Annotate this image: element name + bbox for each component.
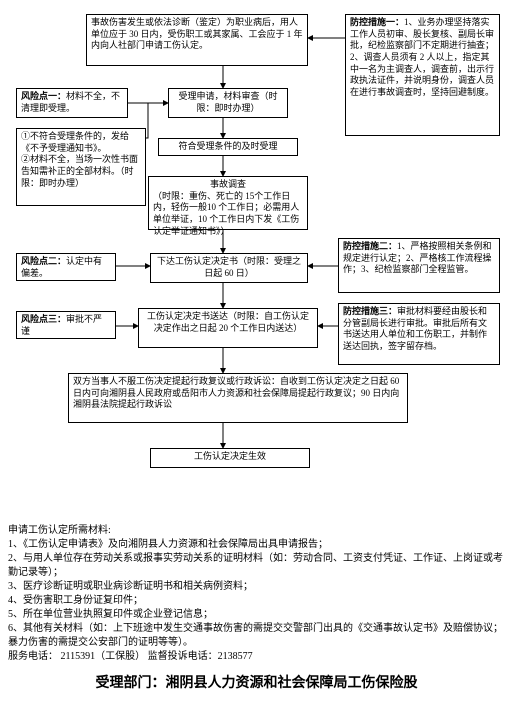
footer-intro: 申请工伤认定所需材料: bbox=[8, 524, 505, 538]
deliver-text: 工伤认定决定书送达（时限：自工伤认定决定作出之日起 20 个工作日内送达） bbox=[147, 311, 309, 333]
node-reject: ①不符合受理条件的，发给《不予受理通知书》。 ②材料不全，当场一次性书面告知需补… bbox=[16, 128, 146, 206]
node-accept: 受理申请，材料审查（时限：即时办理） bbox=[168, 88, 288, 118]
appeal-text: 双方当事人不服工伤决定提起行政复议或行政诉讼：自收到工伤认定决定之日起 60 日… bbox=[73, 376, 399, 409]
node-appeal: 双方当事人不服工伤决定提起行政复议或行政诉讼：自收到工伤认定决定之日起 60 日… bbox=[68, 373, 408, 423]
node-qualified: 符合受理条件的及时受理 bbox=[158, 138, 298, 156]
prevent1-title: 防控措施一： bbox=[350, 17, 404, 27]
risk2-title: 风险点二： bbox=[21, 256, 66, 266]
node-effective: 工伤认定决定生效 bbox=[150, 448, 310, 468]
accept-text: 受理申请，材料审查（时限：即时办理） bbox=[178, 91, 277, 113]
qualified-text: 符合受理条件的及时受理 bbox=[178, 141, 277, 151]
reject-text2: ②材料不全，当场一次性书面告知需补正的全部材料。（时限：即时办理） bbox=[21, 154, 141, 189]
node-decision: 下达工伤认定决定书（时限：受理之日起 60 日） bbox=[150, 253, 308, 283]
node-risk1: 风险点一：材料不全，不清理即受理。 bbox=[16, 88, 128, 118]
footer-m3: 3、医疗诊断证明或职业病诊断证明书和相关病例资料； bbox=[8, 580, 505, 594]
node-risk3: 风险点三：审批不严谨 bbox=[16, 311, 116, 339]
prevent3-title: 防控措施三： bbox=[343, 306, 397, 316]
footer-section: 申请工伤认定所需材料: 1、《工伤认定申请表》及向湘阴县人力资源和社会保障局出具… bbox=[8, 524, 505, 694]
reject-text1: ①不符合受理条件的，发给《不予受理通知书》。 bbox=[21, 131, 141, 154]
investigate-text: （时限：重伤、死亡的 15个工作日内，轻伤一般10 个工作日；必需用人单位举证，… bbox=[153, 191, 303, 238]
effective-text: 工伤认定决定生效 bbox=[194, 451, 266, 461]
node-risk2: 风险点二：认定中有偏差。 bbox=[16, 253, 116, 281]
decision-text: 下达工伤认定决定书（时限：受理之日起 60 日） bbox=[157, 256, 301, 278]
node-prevent2: 防控措施二：1、严格按照相关条例和规定进行认定；2、严格核工作流程操作；3、纪检… bbox=[338, 238, 500, 293]
footer-m5: 5、所在单位营业执照复印件或企业登记信息； bbox=[8, 608, 505, 622]
node-deliver: 工伤认定决定书送达（时限：自工伤认定决定作出之日起 20 个工作日内送达） bbox=[138, 308, 318, 348]
prevent2-title: 防控措施二： bbox=[343, 241, 397, 251]
risk1-title: 风险点一： bbox=[21, 91, 66, 101]
node-investigate: 事故调查 （时限：重伤、死亡的 15个工作日内，轻伤一般10 个工作日；必需用人… bbox=[148, 176, 308, 230]
node-prevent3: 防控措施三：审批材料要经由股长和分管副局长进行审批。审批后所有文书送达用人单位和… bbox=[338, 303, 500, 365]
footer-m6: 6、其他有关材料（如：上下班途中发生交通事故伤害的需提交交警部门出具的《交通事故… bbox=[8, 622, 505, 650]
footer-m4: 4、受伤害职工身份证复印件； bbox=[8, 594, 505, 608]
start-text: 事故伤害发生或依法诊断（鉴定）为职业病后，用人单位应于 30 日内，受伤职工或其… bbox=[91, 17, 303, 50]
footer-m1: 1、《工伤认定申请表》及向湘阴县人力资源和社会保障局出具申请报告； bbox=[8, 538, 505, 552]
investigate-title: 事故调查 bbox=[153, 179, 303, 191]
node-start: 事故伤害发生或依法诊断（鉴定）为职业病后，用人单位应于 30 日内，受伤职工或其… bbox=[86, 14, 308, 66]
node-prevent1: 防控措施一：1、业务办理坚持落实工作人员初审、股长复核、副局长审批，纪检监察部门… bbox=[345, 14, 500, 136]
flowchart: 事故伤害发生或依法诊断（鉴定）为职业病后，用人单位应于 30 日内，受伤职工或其… bbox=[8, 8, 505, 518]
risk3-title: 风险点三： bbox=[21, 314, 66, 324]
footer-tel: 服务电话： 2115391（工保股） 监督投诉电话：2138577 bbox=[8, 650, 505, 664]
footer-m2: 2、与用人单位存在劳动关系或报事实劳动关系的证明材料（如：劳动合同、工资支付凭证… bbox=[8, 552, 505, 580]
prevent1-text: 1、业务办理坚持落实工作人员初审、股长复核、副局长审批，纪检监察部门不定期进行抽… bbox=[350, 17, 494, 97]
